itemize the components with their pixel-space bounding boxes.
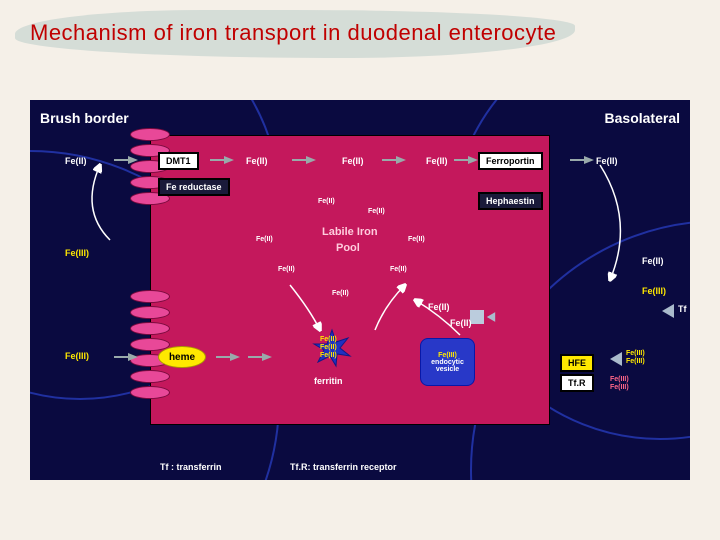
fe2-label: Fe(II) bbox=[450, 318, 472, 328]
page-title: Mechanism of iron transport in duodenal … bbox=[30, 20, 556, 46]
heme-arrow-head bbox=[128, 353, 138, 361]
transport-arrow-line bbox=[210, 159, 224, 161]
membrane-oval bbox=[130, 322, 170, 335]
fe2-label: Fe(II) bbox=[332, 290, 349, 297]
tfr-box: Tf.R bbox=[560, 374, 594, 392]
membrane-oval bbox=[130, 290, 170, 303]
fe2-label: Fe(II) bbox=[246, 156, 268, 166]
membrane-oval bbox=[130, 386, 170, 399]
tf-label: Tf bbox=[678, 304, 687, 314]
vesicle-fe3: Fe(III) bbox=[438, 352, 457, 359]
labile-label: Labile Iron bbox=[322, 226, 378, 238]
heme-arrow-head bbox=[262, 353, 272, 361]
membrane-oval bbox=[130, 370, 170, 383]
ferritin-fe2-2: Fe(II) bbox=[320, 344, 337, 351]
basolateral-label: Basolateral bbox=[605, 110, 680, 126]
transport-arrow-line bbox=[382, 159, 396, 161]
legend-tf: Tf : transferrin bbox=[160, 462, 222, 472]
vesicle-label-2: vesicle bbox=[436, 366, 459, 373]
vesicle-label-1: endocytic bbox=[431, 359, 464, 366]
heme-arrow-head bbox=[230, 353, 240, 361]
diagram-container: Brush border Basolateral DMT1 Ferroporti… bbox=[30, 100, 690, 480]
tfr-fe3-2: Fe(III) bbox=[610, 384, 629, 391]
membrane-oval bbox=[130, 128, 170, 141]
fe3-label: Fe(III) bbox=[65, 351, 89, 361]
ferritin-fe2-3: Fe(II) bbox=[320, 352, 337, 359]
tfr-fe3-1: Fe(III) bbox=[610, 376, 629, 383]
fe2-label: Fe(II) bbox=[390, 266, 407, 273]
fe2-label: Fe(II) bbox=[426, 156, 448, 166]
fe2-label: Fe(II) bbox=[318, 198, 335, 205]
heme-oval: heme bbox=[158, 346, 206, 368]
hfe-box: HFE bbox=[560, 354, 594, 372]
fe-reductase-box: Fe reductase bbox=[158, 178, 230, 196]
hephaestin-box: Hephaestin bbox=[478, 192, 543, 210]
fe3-label: Fe(III) bbox=[65, 248, 89, 258]
pool-to-ferritin-arrow bbox=[280, 280, 340, 340]
fe2-label: Fe(II) bbox=[368, 208, 385, 215]
tf-fe3-2: Fe(III) bbox=[626, 358, 645, 365]
heme-arrow-line bbox=[216, 356, 230, 358]
fe2-label: Fe(II) bbox=[428, 302, 450, 312]
dmt1-box: DMT1 bbox=[158, 152, 199, 170]
fe2-label: Fe(II) bbox=[278, 266, 295, 273]
fe2-label: Fe(II) bbox=[65, 156, 87, 166]
fe2-label: Fe(II) bbox=[408, 236, 425, 243]
tf-marker-2 bbox=[610, 352, 622, 366]
legend-tfr: Tf.R: transferrin receptor bbox=[290, 462, 397, 472]
endocytic-vesicle: Fe(III) endocytic vesicle bbox=[420, 338, 475, 386]
hephaestin-arrow bbox=[570, 160, 650, 290]
ferritin-label: ferritin bbox=[314, 376, 343, 386]
transport-arrow-line bbox=[454, 159, 468, 161]
fe3-label: Fe(III) bbox=[642, 286, 666, 296]
pool-label: Pool bbox=[336, 242, 360, 254]
receptor-tri bbox=[487, 312, 495, 322]
brush-border-label: Brush border bbox=[40, 110, 129, 126]
transport-arrow-head bbox=[306, 156, 316, 164]
tf-marker bbox=[662, 304, 674, 318]
transport-arrow-head bbox=[224, 156, 234, 164]
reductase-arrow bbox=[70, 160, 150, 250]
heme-arrow-line bbox=[114, 356, 128, 358]
tf-fe3-1: Fe(III) bbox=[626, 350, 645, 357]
fe2-label: Fe(II) bbox=[596, 156, 618, 166]
transport-arrow-head bbox=[396, 156, 406, 164]
fe2-label: Fe(II) bbox=[642, 256, 664, 266]
fe2-label: Fe(II) bbox=[256, 236, 273, 243]
transport-arrow-line bbox=[292, 159, 306, 161]
ferroportin-box: Ferroportin bbox=[478, 152, 543, 170]
transport-arrow-head bbox=[468, 156, 478, 164]
fe2-label: Fe(II) bbox=[342, 156, 364, 166]
membrane-oval bbox=[130, 306, 170, 319]
heme-arrow-line bbox=[248, 356, 262, 358]
